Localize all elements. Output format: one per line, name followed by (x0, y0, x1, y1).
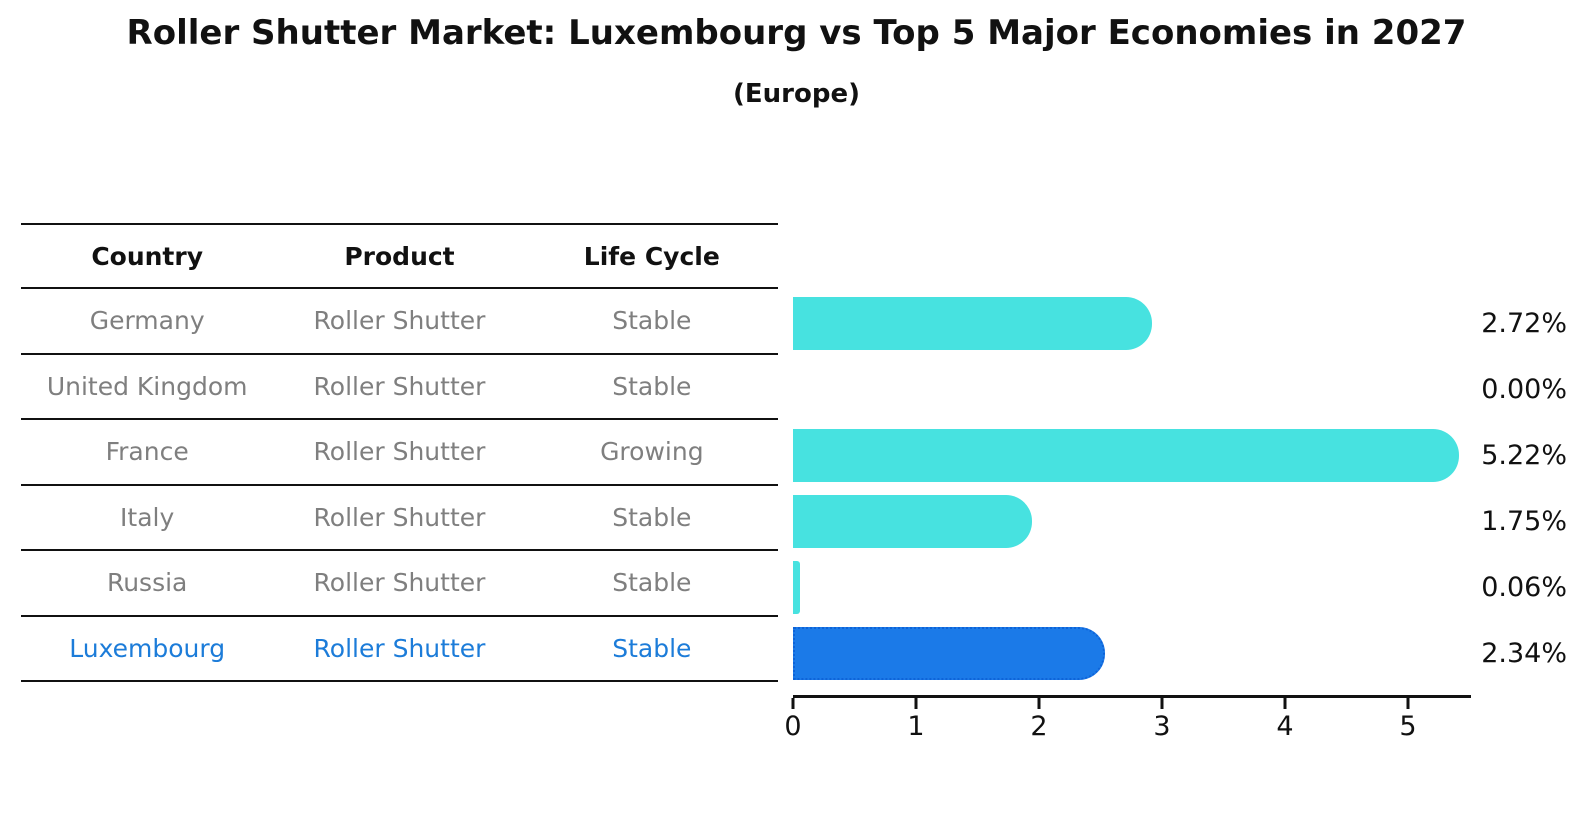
value-label-germany: 2.72% (1481, 307, 1567, 339)
bar-france (793, 428, 1460, 482)
x-axis-tick (791, 698, 795, 709)
value-label-russia: 0.06% (1481, 571, 1567, 603)
x-axis-tick (1283, 698, 1287, 709)
cell-product: Roller Shutter (313, 568, 486, 598)
x-axis-tick (914, 698, 918, 709)
x-axis-tick-label: 2 (1030, 711, 1048, 742)
bar-slot-italy (793, 488, 1553, 554)
x-axis-tick-label: 1 (907, 711, 925, 742)
header-product: Product (344, 241, 455, 271)
x-axis-tick (1037, 698, 1041, 709)
comparison-table: Country Product Life Cycle Germany Roller… (21, 223, 778, 682)
cell-product: Roller Shutter (313, 437, 486, 467)
cell-country: Luxembourg (69, 633, 226, 663)
page-subtitle: (Europe) (733, 79, 860, 109)
cell-product: Roller Shutter (313, 371, 486, 401)
table-body: Germany Roller Shutter Stable United Kingdo… (21, 289, 778, 682)
header-country: Country (91, 241, 204, 271)
x-axis-tick (1160, 698, 1164, 709)
table-row-luxembourg: Luxembourg Roller Shutter Stable (21, 617, 778, 682)
bar-germany (793, 296, 1152, 350)
x-axis-tick (1406, 698, 1410, 709)
bar-slot-germany (793, 290, 1553, 356)
bar-russia (793, 560, 801, 614)
table-row-germany: Germany Roller Shutter Stable (21, 289, 778, 355)
cell-country: United Kingdom (46, 371, 248, 401)
cell-product: Roller Shutter (313, 633, 486, 663)
value-label-luxembourg: 2.34% (1481, 637, 1567, 669)
value-label-italy: 1.75% (1481, 505, 1567, 537)
bar-italy (793, 494, 1033, 548)
bar-slot-france (793, 422, 1553, 488)
bar-chart (793, 290, 1553, 686)
cell-life-cycle: Growing (600, 437, 704, 467)
x-axis-line (793, 695, 1471, 698)
value-label-france: 5.22% (1481, 439, 1567, 471)
cell-product: Roller Shutter (313, 502, 486, 532)
x-axis-tick-label: 5 (1399, 711, 1417, 742)
bar-luxembourg (793, 626, 1105, 680)
x-axis-tick-label: 4 (1276, 711, 1294, 742)
table-row-italy: Italy Roller Shutter Stable (21, 486, 778, 551)
cell-life-cycle: Stable (612, 633, 692, 663)
table-row-france: France Roller Shutter Growing (21, 420, 778, 486)
header-life-cycle: Life Cycle (583, 241, 720, 271)
value-labels: 2.72% 0.00% 5.22% 1.75% 0.06% 2.34% (1417, 290, 1567, 686)
cell-life-cycle: Stable (612, 568, 692, 598)
cell-product: Roller Shutter (313, 306, 486, 336)
cell-life-cycle: Stable (612, 502, 692, 532)
table-header-row: Country Product Life Cycle (21, 223, 778, 289)
table-row-russia: Russia Roller Shutter Stable (21, 551, 778, 617)
cell-life-cycle: Stable (612, 306, 692, 336)
cell-country: Italy (120, 502, 175, 532)
cell-country: Germany (89, 306, 205, 336)
value-label-united-kingdom: 0.00% (1481, 373, 1567, 405)
table-row-united-kingdom: United Kingdom Roller Shutter Stable (21, 355, 778, 420)
cell-life-cycle: Stable (612, 371, 692, 401)
cell-country: Russia (106, 568, 188, 598)
page-title: Roller Shutter Market: Luxembourg vs Top… (126, 13, 1467, 53)
x-axis-tick-label: 3 (1153, 711, 1171, 742)
x-axis-tick-label: 0 (784, 711, 802, 742)
bar-slot-luxembourg (793, 620, 1553, 686)
cell-country: France (105, 437, 189, 467)
bar-slot-russia (793, 554, 1553, 620)
